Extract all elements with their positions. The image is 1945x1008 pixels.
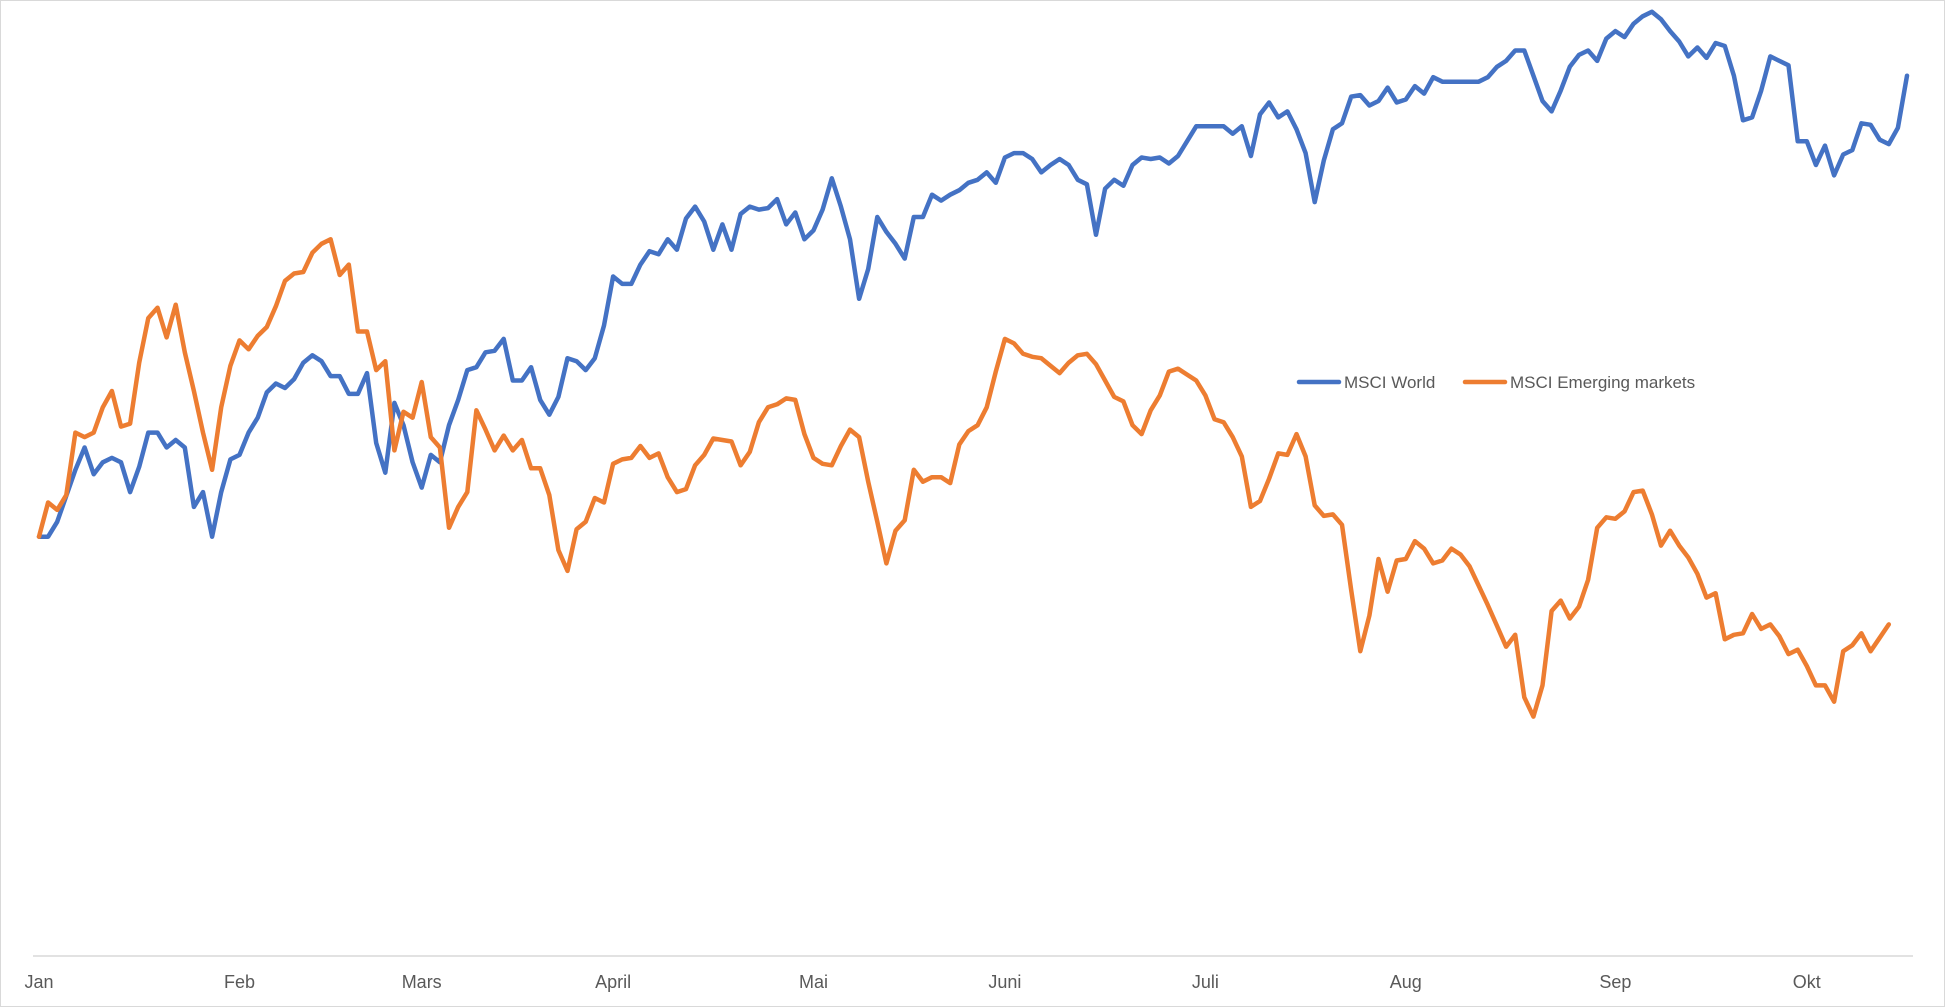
legend-label: MSCI World	[1344, 373, 1435, 392]
x-tick-label: Sep	[1599, 972, 1631, 992]
x-tick-label: Juli	[1192, 972, 1219, 992]
series-layer	[36, 9, 1910, 719]
x-tick-label: Aug	[1390, 972, 1422, 992]
series-line-msci-emerging-markets	[36, 237, 1892, 719]
x-tick-label: Juni	[988, 972, 1021, 992]
legend-label: MSCI Emerging markets	[1510, 373, 1695, 392]
legend-item-msci-emerging-markets: MSCI Emerging markets	[1462, 373, 1695, 392]
x-tick-label: April	[595, 972, 631, 992]
x-axis-ticks: Jan Feb Mars April Mai Juni Juli Aug Sep Okt	[24, 972, 1820, 992]
legend-item-msci-world: MSCI World	[1296, 373, 1435, 392]
x-tick-label: Feb	[224, 972, 255, 992]
x-tick-label: Mars	[402, 972, 442, 992]
x-tick-label: Okt	[1793, 972, 1821, 992]
x-tick-label: Jan	[24, 972, 53, 992]
series-line-msci-world	[36, 9, 1910, 539]
x-tick-label: Mai	[799, 972, 828, 992]
legend: MSCI World MSCI Emerging markets	[1296, 373, 1695, 392]
